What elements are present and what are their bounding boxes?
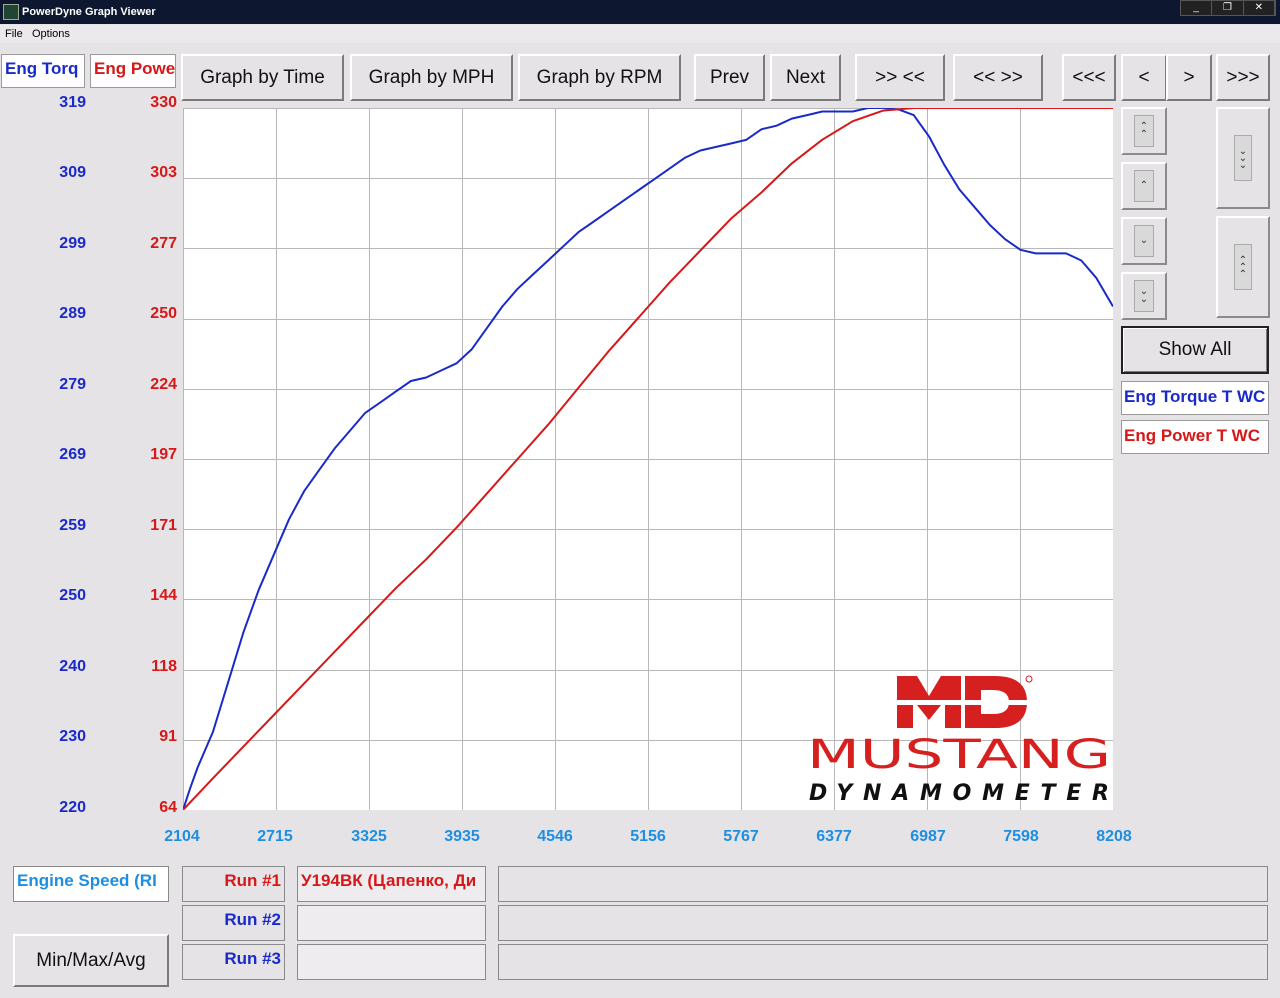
power-tick-8: 118 (151, 658, 177, 675)
power-tick-6: 171 (150, 517, 177, 534)
scroll-down-page-button[interactable]: ⌄ ⌄ (1121, 272, 1167, 320)
torque-tick-6: 259 (59, 517, 86, 534)
y-zoom-in-button[interactable]: ⌄ ⌄ ⌄ (1216, 107, 1270, 209)
x-channel-select[interactable]: Engine Speed (RI (13, 866, 169, 902)
prev-button[interactable]: Prev (694, 54, 765, 101)
torque-tick-8: 240 (59, 658, 86, 675)
legend-eng-torque[interactable]: Eng Torque T WC (1121, 381, 1269, 415)
window-title: PowerDyne Graph Viewer (22, 6, 156, 18)
zoom-out-button[interactable]: << >> (953, 54, 1043, 101)
torque-tick-0: 319 (59, 94, 86, 111)
rpm-tick-7: 6377 (816, 828, 852, 845)
y-zoom-out-button[interactable]: ⌃ ⌃ ⌃ (1216, 216, 1270, 318)
run-2-details (498, 905, 1268, 941)
torque-tick-5: 269 (59, 446, 86, 463)
plot-area[interactable] (182, 107, 1114, 811)
chevron-down-icon: ⌄ (1134, 225, 1154, 257)
menu-file[interactable]: File (5, 28, 23, 40)
run-2-name[interactable] (297, 905, 486, 941)
title-bar: PowerDyne Graph Viewer _ ❐ ✕ (0, 0, 1280, 24)
run-1-name[interactable]: У194ВК (Цапенко, Ди (297, 866, 486, 902)
scroll-first-button[interactable]: <<< (1062, 54, 1116, 101)
power-tick-9: 91 (159, 728, 177, 745)
logo-brand-text: MUSTANG (807, 732, 1111, 778)
restore-button[interactable]: ❐ (1212, 1, 1244, 15)
torque-tick-2: 299 (59, 235, 86, 252)
zoom-in-button[interactable]: >> << (855, 54, 945, 101)
power-series-line (182, 107, 1113, 811)
scroll-down-button[interactable]: ⌄ (1121, 217, 1167, 265)
power-tick-5: 197 (150, 446, 177, 463)
minimize-button[interactable]: _ (1181, 1, 1213, 15)
scroll-right-button[interactable]: > (1166, 54, 1212, 101)
tab-eng-torque[interactable]: Eng Torq (1, 54, 85, 88)
window-controls: _ ❐ ✕ (1180, 0, 1276, 16)
double-chevron-down-icon: ⌄ ⌄ (1134, 280, 1154, 312)
tab-eng-power[interactable]: Eng Powe (90, 54, 176, 88)
run-3-name[interactable] (297, 944, 486, 980)
rpm-tick-4: 4546 (537, 828, 573, 845)
torque-series-line (182, 107, 1114, 811)
mustang-dynamometer-logo: MUSTANG DYNAMOMETER (807, 675, 1111, 806)
legend-eng-power[interactable]: Eng Power T WC (1121, 420, 1269, 454)
double-chevron-up-icon: ⌃ ⌃ (1134, 115, 1154, 147)
scroll-up-page-button[interactable]: ⌃ ⌃ (1121, 107, 1167, 155)
scroll-left-button[interactable]: < (1121, 54, 1167, 101)
md-logo-mark (897, 675, 1033, 728)
power-tick-3: 250 (150, 305, 177, 322)
power-tick-1: 303 (150, 164, 177, 181)
rpm-tick-8: 6987 (910, 828, 946, 845)
triple-chevron-up-icon: ⌃ ⌃ ⌃ (1234, 244, 1252, 290)
power-tick-0: 330 (150, 94, 177, 111)
power-tick-4: 224 (150, 376, 177, 393)
rpm-tick-0: 2104 (164, 828, 200, 845)
graph-by-rpm-button[interactable]: Graph by RPM (518, 54, 681, 101)
run-3-details (498, 944, 1268, 980)
logo-sub-text: DYNAMOMETER (809, 781, 1109, 806)
rpm-tick-6: 5767 (723, 828, 759, 845)
torque-tick-1: 309 (59, 164, 86, 181)
torque-tick-7: 250 (59, 587, 86, 604)
app-icon (3, 4, 19, 20)
torque-tick-4: 279 (59, 376, 86, 393)
rpm-tick-5: 5156 (630, 828, 666, 845)
triple-chevron-down-icon: ⌄ ⌄ ⌄ (1234, 135, 1252, 181)
min-max-avg-button[interactable]: Min/Max/Avg (13, 934, 169, 987)
rpm-tick-9: 7598 (1003, 828, 1039, 845)
power-tick-10: 64 (159, 799, 177, 816)
next-button[interactable]: Next (770, 54, 841, 101)
rpm-tick-3: 3935 (444, 828, 480, 845)
rpm-tick-2: 3325 (351, 828, 387, 845)
run-3-label: Run #3 (182, 944, 285, 980)
run-1-label: Run #1 (182, 866, 285, 902)
scroll-last-button[interactable]: >>> (1216, 54, 1270, 101)
close-button[interactable]: ✕ (1244, 1, 1275, 15)
graph-by-mph-button[interactable]: Graph by MPH (350, 54, 513, 101)
run-2-label: Run #2 (182, 905, 285, 941)
chevron-up-icon: ⌃ (1134, 170, 1154, 202)
run-1-details (498, 866, 1268, 902)
rpm-tick-1: 2715 (257, 828, 293, 845)
power-tick-2: 277 (150, 235, 177, 252)
rpm-tick-10: 8208 (1096, 828, 1132, 845)
menu-bar: File Options (0, 25, 1280, 43)
torque-tick-10: 220 (59, 799, 86, 816)
graph-by-time-button[interactable]: Graph by Time (181, 54, 344, 101)
torque-tick-9: 230 (59, 728, 86, 745)
scroll-up-button[interactable]: ⌃ (1121, 162, 1167, 210)
menu-options[interactable]: Options (32, 28, 70, 40)
power-tick-7: 144 (150, 587, 177, 604)
show-all-button[interactable]: Show All (1121, 326, 1269, 374)
torque-tick-3: 289 (59, 305, 86, 322)
